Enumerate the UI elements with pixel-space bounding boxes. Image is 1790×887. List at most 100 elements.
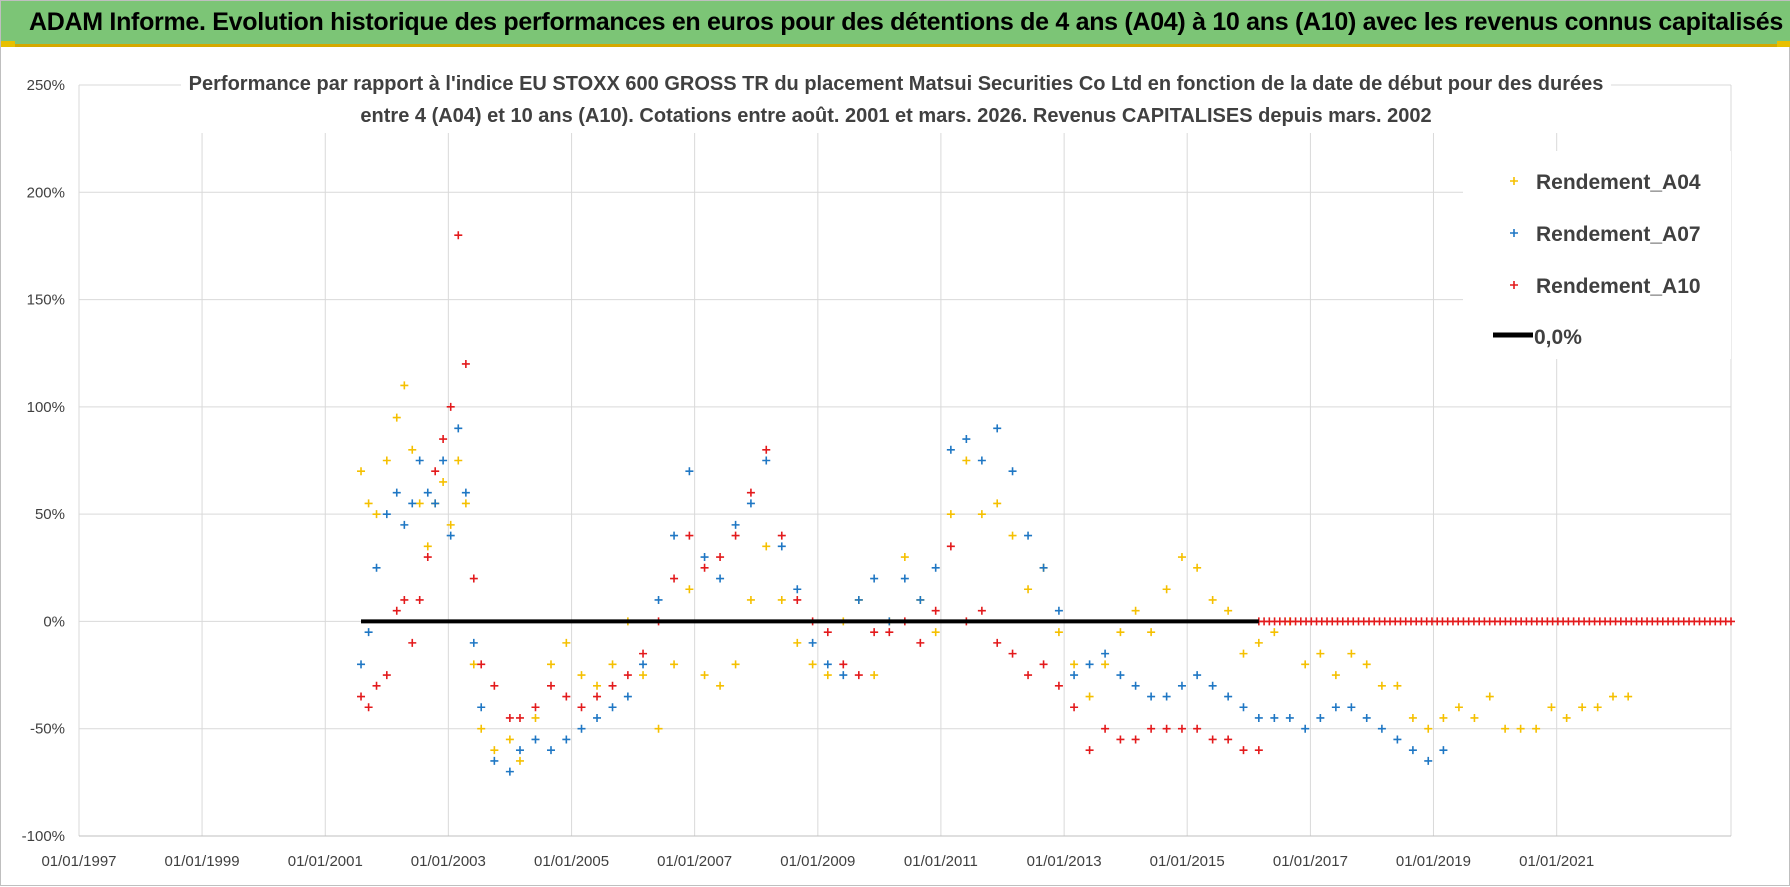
data-point	[408, 638, 417, 647]
data-point	[547, 681, 555, 690]
x-tick-label: 01/01/2005	[534, 853, 609, 870]
data-point	[357, 660, 366, 669]
data-point	[1316, 649, 1325, 658]
x-tick-label: 01/01/2001	[288, 853, 363, 870]
data-point	[400, 520, 409, 529]
data-point	[1101, 649, 1110, 658]
data-point	[1177, 681, 1186, 690]
data-point	[477, 703, 486, 712]
data-point	[392, 413, 401, 422]
data-point	[1162, 585, 1171, 594]
data-point	[439, 477, 448, 486]
data-point	[382, 510, 391, 519]
data-point	[1162, 724, 1171, 733]
data-point	[1039, 563, 1048, 572]
legend-zero-line-label: 0,0%	[1534, 326, 1582, 349]
data-point	[461, 359, 470, 368]
data-point	[531, 735, 540, 744]
data-point	[372, 681, 381, 690]
data-point	[746, 499, 755, 508]
data-point	[357, 467, 366, 476]
data-point	[1008, 649, 1017, 658]
chart-title-line-2: entre 4 (A04) et 10 ans (A10). Cotations…	[360, 105, 1431, 127]
corner-accent-left	[1, 41, 15, 47]
data-point	[423, 553, 432, 562]
data-point	[562, 638, 571, 647]
data-point	[477, 724, 486, 733]
legend-marker-rendement-a07	[1510, 229, 1518, 237]
data-point	[670, 660, 679, 669]
data-point	[685, 585, 694, 594]
x-tick-label: 01/01/2007	[657, 853, 732, 870]
data-point	[1147, 692, 1156, 701]
header-bar: ADAM Informe. Evolution historique des p…	[1, 1, 1790, 47]
data-point	[1193, 724, 1202, 733]
data-point	[1347, 649, 1356, 658]
data-point	[562, 735, 571, 744]
data-point	[746, 595, 755, 604]
data-point	[900, 574, 909, 583]
data-point	[577, 724, 586, 733]
data-point	[1362, 713, 1371, 722]
x-tick-label: 01/01/2013	[1027, 853, 1102, 870]
data-point	[1424, 756, 1433, 765]
data-point	[1254, 746, 1263, 755]
series-layer	[357, 231, 1735, 776]
data-point	[461, 499, 470, 508]
data-point	[446, 402, 455, 411]
data-point	[1727, 617, 1735, 626]
data-point	[716, 681, 725, 690]
data-point	[1532, 724, 1541, 733]
data-point	[431, 467, 440, 476]
data-point	[977, 456, 986, 465]
data-point	[1024, 671, 1033, 680]
legend-label-rendement-a04: Rendement_A04	[1536, 171, 1701, 194]
data-point	[454, 231, 463, 240]
data-point	[1224, 606, 1233, 615]
data-point	[654, 595, 663, 604]
data-point	[364, 628, 373, 637]
data-point	[364, 499, 373, 508]
data-point	[777, 531, 786, 540]
y-tick-label: 200%	[27, 184, 65, 201]
data-point	[962, 456, 971, 465]
data-point	[870, 574, 879, 583]
data-point	[1609, 692, 1617, 701]
data-point	[490, 681, 499, 690]
data-point	[400, 595, 409, 604]
data-point	[1008, 531, 1017, 540]
data-point	[916, 595, 925, 604]
data-point	[477, 660, 486, 669]
data-point	[1208, 681, 1217, 690]
y-axis-tick-labels: 250% 200% 150% 100% 50% 0% -50% -100%	[22, 77, 65, 845]
legend-label-rendement-a07: Rendement_A07	[1536, 223, 1701, 246]
data-point	[670, 531, 679, 540]
data-point	[1131, 735, 1140, 744]
data-point	[392, 488, 401, 497]
data-point	[993, 424, 1002, 433]
data-point	[1454, 703, 1463, 712]
data-point	[408, 499, 417, 508]
data-point	[423, 488, 432, 497]
data-point	[823, 660, 832, 669]
data-point	[593, 692, 602, 701]
series-rendement-a07	[357, 424, 1448, 776]
data-point	[1578, 703, 1587, 712]
data-point	[1485, 692, 1494, 701]
data-point	[639, 660, 648, 669]
data-point	[593, 681, 602, 690]
x-axis-tick-labels: 01/01/1997 01/01/1999 01/01/2001 01/01/2003…	[41, 853, 1594, 870]
data-point	[577, 671, 586, 680]
data-point	[685, 467, 694, 476]
data-point	[1024, 531, 1033, 540]
data-point	[1131, 681, 1140, 690]
x-tick-label: 01/01/2011	[904, 853, 978, 870]
y-tick-label: 0%	[43, 613, 65, 630]
legend-label-rendement-a10: Rendement_A10	[1536, 275, 1701, 298]
data-point	[1085, 746, 1094, 755]
data-point	[505, 767, 514, 776]
data-point	[364, 703, 373, 712]
data-point	[1593, 703, 1602, 712]
data-point	[408, 445, 417, 454]
data-point	[870, 671, 879, 680]
